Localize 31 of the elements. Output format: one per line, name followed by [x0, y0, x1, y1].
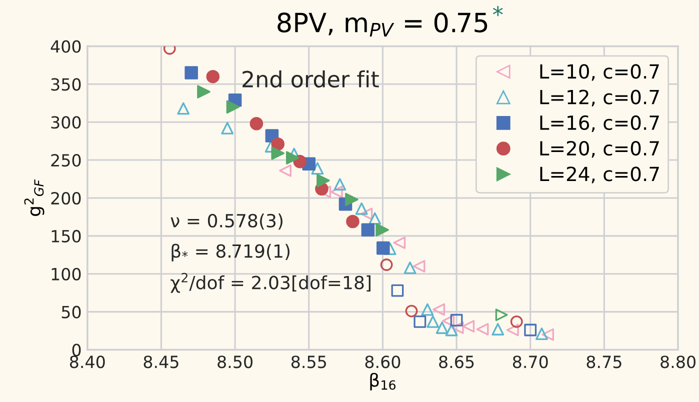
y-tick-label: 300	[51, 116, 81, 129]
y-tick-label: 100	[52, 268, 81, 280]
y-tick-label: 250	[51, 154, 81, 167]
y-tick-label: 400	[50, 40, 81, 53]
x-tick-label: 8.55	[291, 356, 326, 368]
annotation: χ$^{2}$/dof = 2.03[dof=18]	[170, 272, 370, 293]
legend-label: L=20, c=0.7	[540, 140, 659, 158]
x-tick-label: 8.65	[439, 356, 474, 368]
legend-label: L=10, c=0.7	[540, 64, 659, 81]
x-tick-label: 8.75	[586, 356, 622, 368]
annotation: 2nd order fit	[242, 70, 379, 88]
x-tick-label: 8.40	[70, 356, 105, 368]
x-tick-label: 8.70	[512, 356, 548, 368]
chart-title: 8PV, m$_{PV}$ = 0.75	[278, 12, 488, 36]
y-tick-label: 200	[51, 192, 81, 205]
annotation: ν = 0.578(3)	[170, 214, 282, 230]
y-axis-title: g$^{2}$$_{GF}$	[24, 179, 44, 216]
y-tick-label: 50	[62, 306, 81, 318]
x-tick-label: 8.50	[218, 356, 252, 368]
y-tick-label: 150	[52, 230, 81, 242]
annotation: β$_{*}$ = 8.719(1)	[172, 244, 290, 262]
x-tick-label: 8.60	[365, 356, 400, 368]
legend-label: L=24, c=0.7	[540, 166, 659, 184]
x-tick-label: 8.45	[144, 356, 178, 368]
x-tick-label: 8.80	[660, 356, 696, 368]
legend-label: L=16, c=0.7	[540, 115, 659, 132]
x-axis-title: β$_{16}$	[370, 372, 396, 390]
y-tick-label: 0	[72, 344, 81, 356]
text: *	[493, 6, 503, 16]
y-tick-label: 350	[51, 78, 81, 91]
legend-label: L=12, c=0.7	[540, 90, 659, 106]
